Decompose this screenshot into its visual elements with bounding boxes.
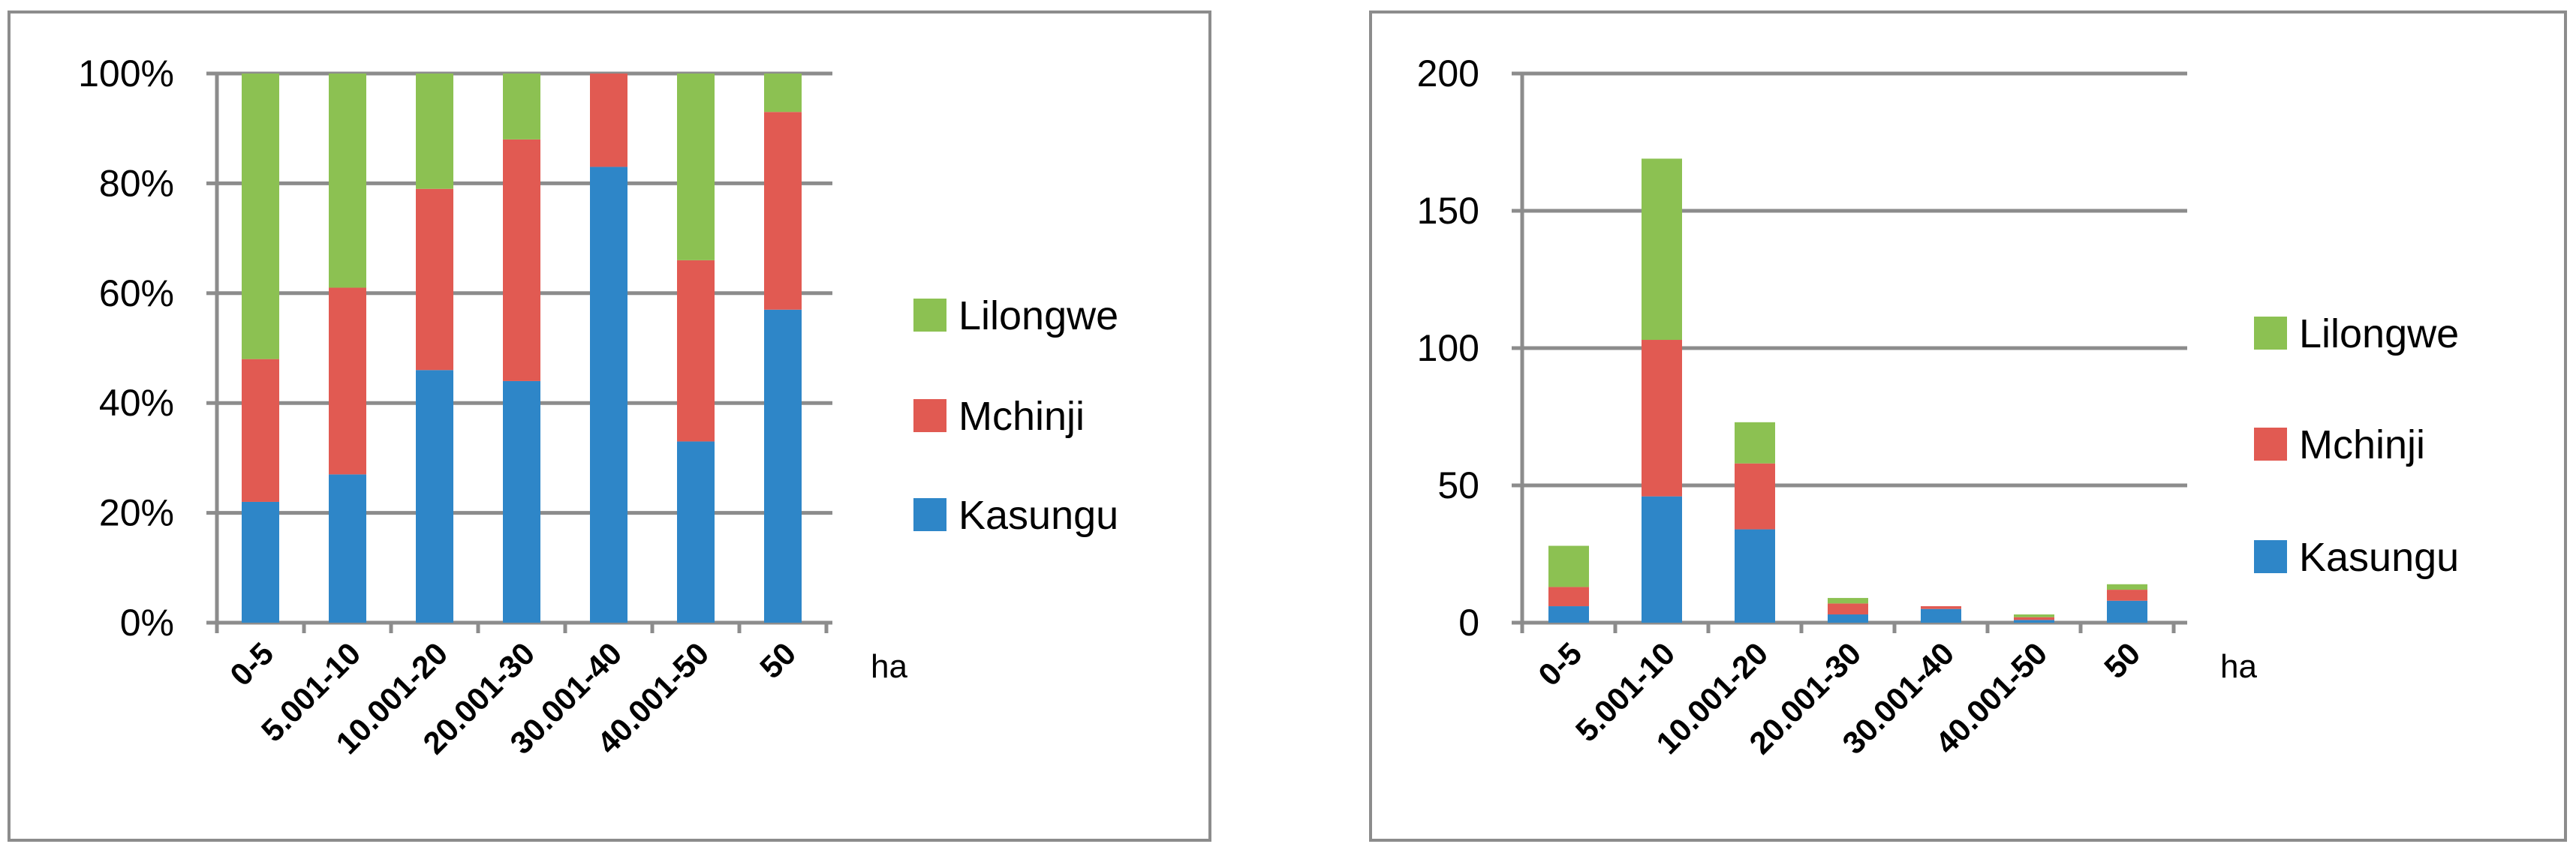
bar-segment-mchinji [1548, 587, 1589, 607]
bar-segment-kasungu [242, 501, 279, 623]
y-tick-label: 200 [1417, 53, 1479, 95]
legend-swatch-kasungu [913, 498, 946, 531]
bar-segment-lilongwe [677, 74, 715, 260]
bar-segment-kasungu [416, 370, 453, 623]
stacked-percent-bar-chart: 0%20%40%60%80%100%0-55.001-1010.001-2020… [78, 53, 1118, 761]
bar-segment-lilongwe [764, 74, 802, 113]
bar-segment-lilongwe [416, 74, 453, 189]
y-tick-label: 150 [1417, 190, 1479, 232]
bar-segment-kasungu [590, 167, 627, 623]
bar-segment-lilongwe [2107, 584, 2147, 590]
y-tick-label: 60% [99, 272, 174, 314]
y-tick-label: 80% [99, 162, 174, 204]
legend-label-lilongwe: Lilongwe [958, 293, 1118, 338]
bar-segment-kasungu [1921, 608, 1961, 623]
legend-swatch-lilongwe [2254, 317, 2287, 350]
y-tick-label: 50 [1437, 464, 1479, 506]
y-tick-label: 0 [1458, 602, 1479, 644]
bar-segment-lilongwe [2014, 614, 2054, 617]
bar-segment-kasungu [2107, 600, 2147, 623]
y-tick-label: 40% [99, 382, 174, 424]
x-axis-unit-label: ha [2220, 648, 2257, 685]
bar-segment-mchinji [1828, 603, 1868, 615]
legend-label-mchinji: Mchinji [958, 394, 1085, 439]
bar-segment-mchinji [2014, 617, 2054, 620]
bar-segment-kasungu [2014, 620, 2054, 623]
x-category-label: 50 [2097, 635, 2147, 685]
bar-segment-lilongwe [1828, 598, 1868, 604]
bar-segment-kasungu [677, 441, 715, 623]
y-tick-label: 0% [120, 602, 174, 644]
x-category-label: 0-5 [1531, 635, 1588, 692]
bar-segment-kasungu [1642, 496, 1682, 623]
bar-segment-lilongwe [503, 74, 540, 140]
legend-swatch-kasungu [2254, 540, 2287, 573]
bar-segment-mchinji [503, 139, 540, 381]
bar-segment-lilongwe [1642, 158, 1682, 341]
chart-panel-count: 0 50 100 150 200 0-5 5.001-10 10.001-20 20.001-3… [1369, 11, 2567, 842]
bar-segment-mchinji [242, 359, 279, 502]
bar-segment-mchinji [416, 188, 453, 371]
bar-segment-mchinji [677, 260, 715, 442]
bar-segment-kasungu [1828, 614, 1868, 623]
bar-segment-mchinji [329, 287, 366, 475]
legend-swatch-lilongwe [913, 299, 946, 332]
bar-segment-lilongwe [242, 74, 279, 359]
bar-segment-mchinji [590, 74, 627, 167]
bar-segment-lilongwe [1735, 422, 1775, 464]
bar-segment-kasungu [1735, 529, 1775, 623]
legend-label-mchinji: Mchinji [2299, 422, 2425, 467]
bar-segment-mchinji [1921, 606, 1961, 609]
x-category-label: 50 [753, 635, 802, 685]
y-tick-label: 100 [1417, 327, 1479, 369]
x-category-label: 0-5 [223, 635, 280, 692]
legend-swatch-mchinji [2254, 428, 2287, 461]
bar-segment-lilongwe [1548, 545, 1589, 587]
bar-segment-lilongwe [329, 74, 366, 288]
bar-segment-mchinji [764, 112, 802, 310]
legend-label-lilongwe: Lilongwe [2299, 311, 2459, 356]
bar-segment-kasungu [764, 309, 802, 623]
legend-label-kasungu: Kasungu [958, 493, 1118, 538]
bar-segment-kasungu [503, 380, 540, 623]
bar-segment-kasungu [1548, 606, 1589, 623]
stacked-count-bar-chart: 0501001502000-55.001-1010.001-2020.001-3… [1417, 53, 2460, 761]
bar-segment-mchinji [2107, 590, 2147, 601]
bar-segment-kasungu [329, 474, 366, 623]
x-axis-unit-label: ha [871, 648, 907, 685]
y-tick-label: 20% [99, 492, 174, 534]
y-tick-label: 100% [78, 53, 174, 95]
bar-segment-mchinji [1642, 340, 1682, 497]
bar-segment-mchinji [1735, 463, 1775, 530]
legend-swatch-mchinji [913, 399, 946, 432]
chart-panel-percent: 0% 20% 40% 60% 80% 100% 0-5 5.001-10 10.001-20 20… [8, 11, 1211, 842]
legend-label-kasungu: Kasungu [2299, 535, 2459, 580]
